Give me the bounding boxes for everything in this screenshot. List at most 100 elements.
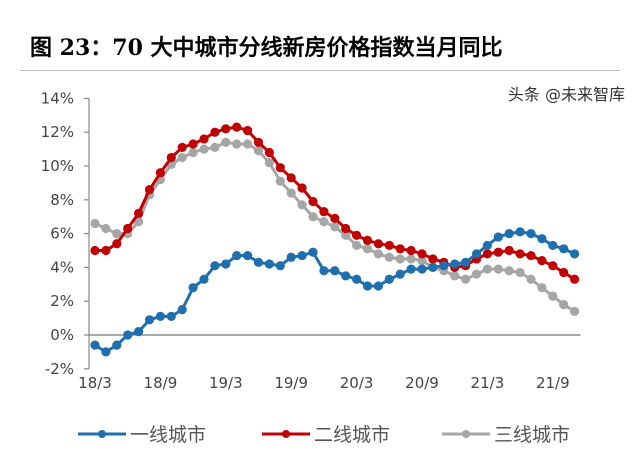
data-point-1 <box>166 311 176 322</box>
data-point-2 <box>406 245 416 256</box>
data-point-1 <box>450 259 460 269</box>
data-point-1 <box>275 261 285 271</box>
data-point-3 <box>188 147 198 158</box>
data-point-1 <box>319 266 329 276</box>
x-tick-label: 20/3 <box>340 374 374 392</box>
data-point-3 <box>450 271 460 281</box>
legend-label-1: 一线城市 <box>130 424 206 446</box>
data-point-2 <box>253 137 264 147</box>
data-point-2 <box>352 230 362 240</box>
data-point-1 <box>101 347 111 357</box>
data-point-1 <box>112 340 122 350</box>
series-line-2 <box>95 125 576 281</box>
x-tick-label: 21/9 <box>536 374 570 392</box>
data-point-2 <box>166 152 176 163</box>
legend-label-3: 三线城市 <box>494 424 570 446</box>
data-point-1 <box>417 264 427 274</box>
y-tick-label: 14% <box>41 89 74 107</box>
data-point-1 <box>493 232 503 242</box>
data-point-3 <box>471 269 482 279</box>
data-point-3 <box>570 306 580 316</box>
data-point-2 <box>199 134 209 144</box>
data-point-2 <box>264 147 274 158</box>
data-point-3 <box>264 158 274 168</box>
data-point-3 <box>559 299 569 310</box>
data-point-2 <box>417 249 427 259</box>
data-point-2 <box>90 245 100 256</box>
chart-title: 图 23：70 大中城市分线新房价格指数当月同比 <box>30 35 503 61</box>
data-point-1 <box>570 249 580 259</box>
title-divider <box>20 70 620 71</box>
data-point-3 <box>199 144 209 154</box>
data-point-3 <box>493 264 503 274</box>
data-point-2 <box>515 249 525 259</box>
data-point-1 <box>504 229 514 239</box>
data-point-2 <box>373 239 383 249</box>
data-point-1 <box>210 261 220 271</box>
x-tick-label: 19/3 <box>209 374 243 392</box>
data-point-2 <box>101 245 111 256</box>
data-point-2 <box>275 163 285 173</box>
data-point-3 <box>341 230 351 240</box>
data-point-2 <box>221 124 231 134</box>
data-point-1 <box>362 281 373 291</box>
data-point-3 <box>319 217 329 227</box>
data-point-1 <box>406 264 416 274</box>
data-point-2 <box>570 274 580 284</box>
data-point-1 <box>264 259 274 269</box>
data-point-2 <box>526 250 536 261</box>
data-point-1 <box>526 229 536 239</box>
data-point-1 <box>286 252 296 262</box>
data-point-3 <box>330 222 340 232</box>
data-point-2 <box>144 185 155 195</box>
data-point-2 <box>537 256 547 266</box>
data-point-2 <box>559 267 569 278</box>
data-point-1 <box>134 327 144 337</box>
data-point-1 <box>384 274 394 284</box>
data-point-1 <box>428 262 438 272</box>
data-point-1 <box>243 250 253 261</box>
watermark: 头条 @未来智库 <box>508 85 625 104</box>
data-point-1 <box>188 283 198 293</box>
data-point-3 <box>90 218 100 229</box>
x-tick-label: 18/3 <box>78 374 112 392</box>
data-point-1 <box>515 227 525 237</box>
data-point-2 <box>330 213 340 223</box>
data-point-2 <box>384 240 394 251</box>
data-point-3 <box>134 217 144 227</box>
data-point-1 <box>90 340 100 350</box>
legend-marker-2 <box>282 430 290 438</box>
data-point-2 <box>286 173 296 183</box>
data-point-1 <box>221 259 231 269</box>
x-tick-label: 20/9 <box>405 374 439 392</box>
data-point-1 <box>123 330 133 340</box>
data-point-3 <box>243 139 253 149</box>
data-point-3 <box>275 176 285 186</box>
data-point-3 <box>112 229 122 239</box>
data-point-2 <box>428 254 438 264</box>
data-point-3 <box>504 266 514 276</box>
data-point-3 <box>308 212 318 222</box>
y-tick-label: 8% <box>50 191 74 209</box>
data-point-1 <box>341 271 351 281</box>
x-tick-label: 19/9 <box>274 374 308 392</box>
data-point-2 <box>134 208 144 218</box>
data-point-1 <box>253 257 264 267</box>
data-point-3 <box>373 249 383 259</box>
data-point-3 <box>232 139 242 149</box>
data-point-3 <box>384 252 394 262</box>
data-point-2 <box>243 125 253 136</box>
data-point-3 <box>417 256 427 266</box>
data-point-1 <box>471 249 482 259</box>
data-point-3 <box>177 152 187 163</box>
data-point-2 <box>319 207 329 217</box>
data-point-1 <box>548 240 558 251</box>
data-point-3 <box>362 244 373 254</box>
data-point-1 <box>308 247 318 257</box>
data-point-2 <box>493 247 503 257</box>
data-point-3 <box>461 274 471 284</box>
y-tick-label: 2% <box>50 292 74 310</box>
data-point-2 <box>362 235 373 245</box>
data-point-3 <box>210 142 220 153</box>
data-point-1 <box>352 274 362 284</box>
